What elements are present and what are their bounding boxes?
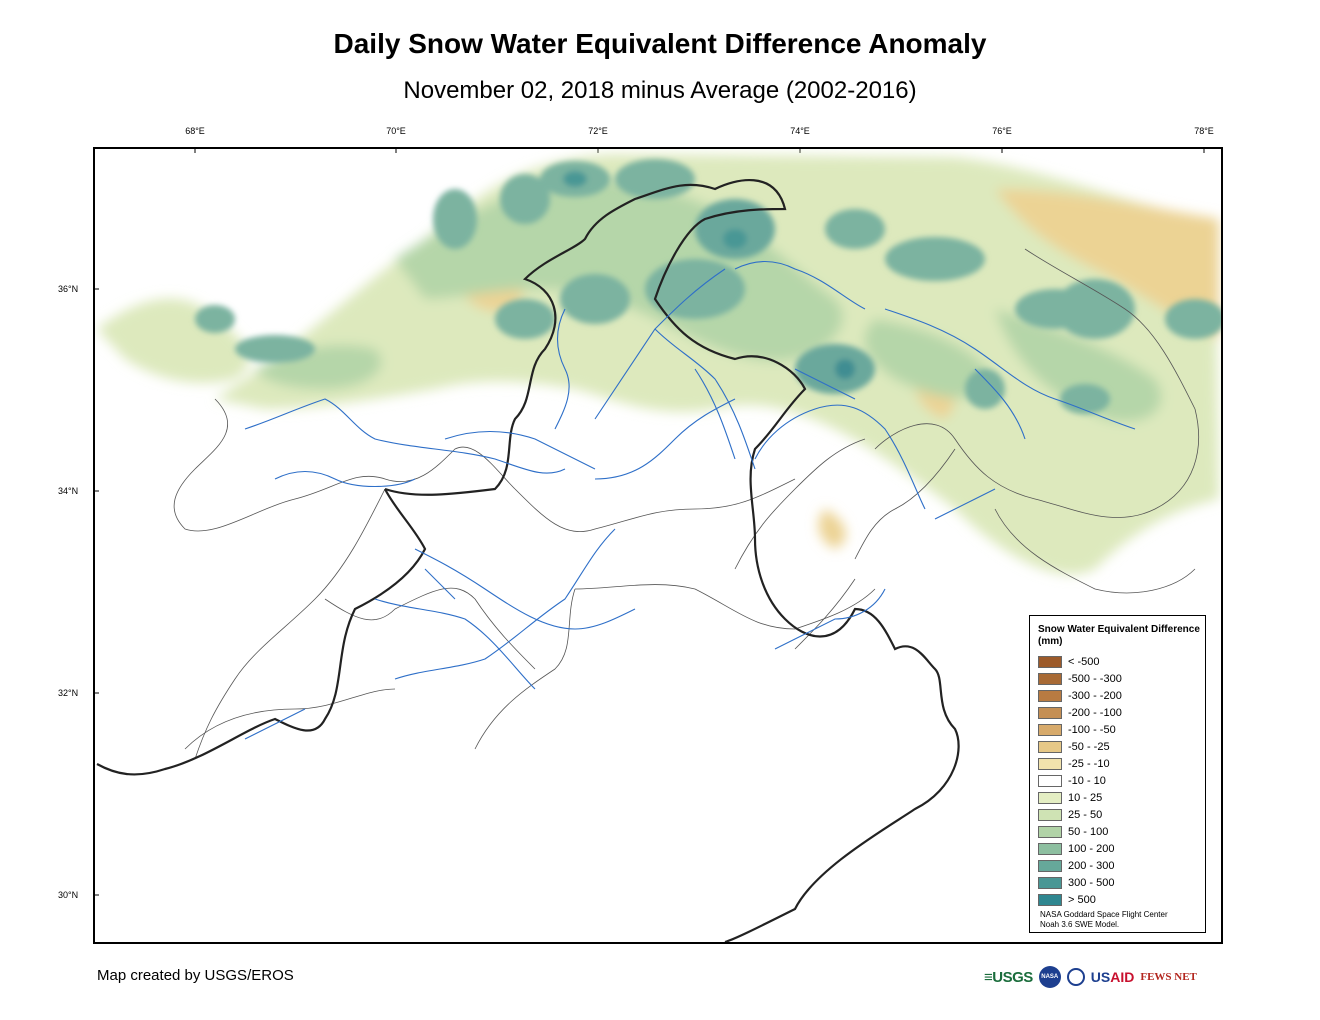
legend-item: -200 - -100 (1038, 704, 1122, 721)
legend-item: -100 - -50 (1038, 721, 1122, 738)
legend-swatch (1038, 859, 1062, 872)
legend-item: -25 - -10 (1038, 755, 1122, 772)
legend-label: < -500 (1068, 655, 1100, 668)
legend-credit-line: Noah 3.6 SWE Model. (1040, 920, 1120, 929)
usaid-logo-aid: AID (1110, 969, 1135, 985)
legend-item: 300 - 500 (1038, 874, 1122, 891)
legend-item: -10 - 10 (1038, 772, 1122, 789)
legend-label: -25 - -10 (1068, 757, 1110, 770)
nasa-logo: NASA (1038, 966, 1061, 988)
map-legend: Snow Water Equivalent Difference (mm) < … (1029, 615, 1206, 933)
legend-title: Snow Water Equivalent Difference (mm) (1038, 624, 1200, 647)
legend-swatch (1038, 791, 1062, 804)
usaid-seal-icon (1066, 968, 1085, 986)
rivers (244, 261, 1136, 740)
legend-item: 50 - 100 (1038, 823, 1122, 840)
legend-label: -100 - -50 (1068, 723, 1116, 736)
lat-label-34: 34°N (58, 486, 79, 496)
legend-label: -10 - 10 (1068, 774, 1106, 787)
legend-swatch (1038, 723, 1062, 736)
legend-swatch (1038, 893, 1062, 906)
legend-label: 200 - 300 (1068, 859, 1115, 872)
legend-item: 200 - 300 (1038, 857, 1122, 874)
legend-label: -200 - -100 (1068, 706, 1122, 719)
basin-boundaries (173, 248, 1199, 760)
map-credit: Map created by USGS/EROS (97, 967, 294, 984)
legend-label: 50 - 100 (1068, 825, 1109, 838)
legend-swatch (1038, 672, 1062, 685)
legend-swatch (1038, 825, 1062, 838)
legend-swatch (1038, 655, 1062, 668)
legend-label: > 500 (1068, 893, 1096, 906)
legend-swatch (1038, 808, 1062, 821)
swe-anomaly-field (97, 154, 1219, 575)
legend-item: -50 - -25 (1038, 738, 1122, 755)
legend-item: -500 - -300 (1038, 670, 1122, 687)
legend-label: -500 - -300 (1068, 672, 1122, 685)
legend-item: -300 - -200 (1038, 687, 1122, 704)
legend-label: -300 - -200 (1068, 689, 1122, 702)
lon-label-70: 70°E (386, 126, 406, 136)
legend-list: < -500 -500 - -300 -300 - -200 -200 - -1… (1038, 653, 1122, 908)
legend-credit: NASA Goddard Space Flight Center Noah 3.… (1040, 910, 1168, 930)
lon-label-74: 74°E (790, 126, 810, 136)
international-border (96, 178, 960, 942)
lat-label-30: 30°N (58, 890, 79, 900)
swe-anomaly-high (195, 159, 1221, 414)
legend-swatch (1038, 706, 1062, 719)
lon-label-68: 68°E (185, 126, 205, 136)
map-title: Daily Snow Water Equivalent Difference A… (333, 28, 987, 59)
legend-item: 10 - 25 (1038, 789, 1122, 806)
legend-swatch (1038, 774, 1062, 787)
legend-label: -50 - -25 (1068, 740, 1110, 753)
legend-swatch (1038, 740, 1062, 753)
legend-item: > 500 (1038, 891, 1122, 908)
fews-net-logo: FEWS NET (1140, 971, 1197, 983)
legend-credit-line: NASA Goddard Space Flight Center (1040, 910, 1168, 919)
legend-swatch (1038, 876, 1062, 889)
legend-item: 25 - 50 (1038, 806, 1122, 823)
usgs-logo: ≡USGS (984, 968, 1033, 986)
lon-label-76: 76°E (992, 126, 1012, 136)
legend-label: 100 - 200 (1068, 842, 1115, 855)
legend-item: 100 - 200 (1038, 840, 1122, 857)
lon-label-78: 78°E (1194, 126, 1214, 136)
legend-label: 25 - 50 (1068, 808, 1103, 821)
lon-label-72: 72°E (588, 126, 608, 136)
lat-label-32: 32°N (58, 688, 79, 698)
map-canvas (95, 149, 1221, 942)
legend-item: < -500 (1038, 653, 1122, 670)
lat-label-36: 36°N (58, 284, 79, 294)
legend-swatch (1038, 689, 1062, 702)
map-subtitle: November 02, 2018 minus Average (2002-20… (403, 77, 917, 104)
usaid-logo: USAID (1091, 969, 1135, 985)
legend-label: 300 - 500 (1068, 876, 1115, 889)
legend-label: 10 - 25 (1068, 791, 1103, 804)
graticule-ticks (95, 149, 1205, 896)
partner-logos: ≡USGS NASA USAID FEWS NET (984, 966, 1197, 988)
legend-swatch (1038, 842, 1062, 855)
legend-swatch (1038, 757, 1062, 770)
usaid-logo-us: US (1090, 969, 1111, 985)
map-frame (93, 147, 1223, 944)
